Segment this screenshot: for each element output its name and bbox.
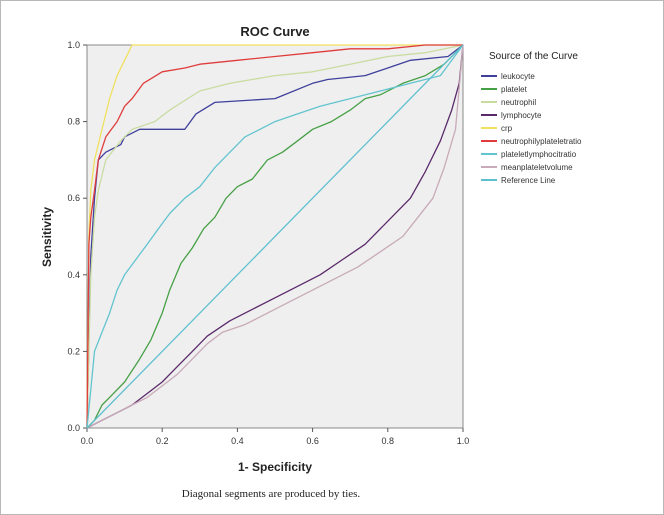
x-tick-label: 0.8 (382, 436, 395, 446)
series-line-reference-line (86, 44, 464, 429)
y-axis-label: Sensitivity (40, 207, 54, 267)
series-line-lymphocyte (86, 44, 464, 429)
series-line-crp (86, 44, 463, 429)
x-tick-label: 1.0 (457, 436, 470, 446)
legend-title: Source of the Curve (489, 51, 578, 62)
chart-title: ROC Curve (240, 24, 309, 39)
y-tick-label: 0.6 (67, 193, 80, 203)
series-line-meanplateletvolume (86, 44, 464, 429)
footnote: Diagonal segments are produced by ties. (181, 488, 361, 500)
x-tick-label: 0.6 (306, 436, 319, 446)
x-tick-label: 0.0 (81, 436, 94, 446)
series-line-platelet (86, 44, 464, 429)
legend-label-reference-line: Reference Line (501, 176, 556, 185)
legend-label-neutrophilyplateletratio: neutrophilyplateletratio (501, 137, 582, 146)
legend: Source of the Curve leukocyte platelet neu… (481, 51, 582, 185)
legend-label-plateletlymphocitratio: plateletlymphocitratio (501, 150, 577, 159)
x-axis-label: 1- Specificity (238, 460, 312, 474)
legend-label-meanplateletvolume: meanplateletvolume (501, 163, 573, 172)
y-tick-label: 0.0 (67, 423, 80, 433)
x-tick-label: 0.2 (156, 436, 169, 446)
x-tick-label: 0.4 (231, 436, 244, 446)
series-lines (86, 44, 464, 429)
series-line-neutrophil (86, 44, 464, 429)
y-tick-label: 1.0 (67, 40, 80, 50)
y-tick-label: 0.8 (67, 117, 80, 127)
y-tick-label: 0.4 (67, 270, 80, 280)
legend-label-crp: crp (501, 124, 513, 133)
legend-label-platelet: platelet (501, 85, 528, 94)
legend-label-neutrophil: neutrophil (501, 98, 536, 107)
series-line-neutrophilyplateletratio (86, 44, 463, 429)
x-axis: 0.0 0.2 0.4 0.6 0.8 1.0 (81, 428, 470, 446)
legend-label-leukocyte: leukocyte (501, 72, 535, 81)
series-line-plateletlymphocitratio (86, 44, 464, 429)
legend-label-lymphocyte: lymphocyte (501, 111, 542, 120)
y-tick-label: 0.2 (67, 346, 80, 356)
y-axis: 0.0 0.2 0.4 0.6 0.8 1.0 (67, 40, 87, 433)
